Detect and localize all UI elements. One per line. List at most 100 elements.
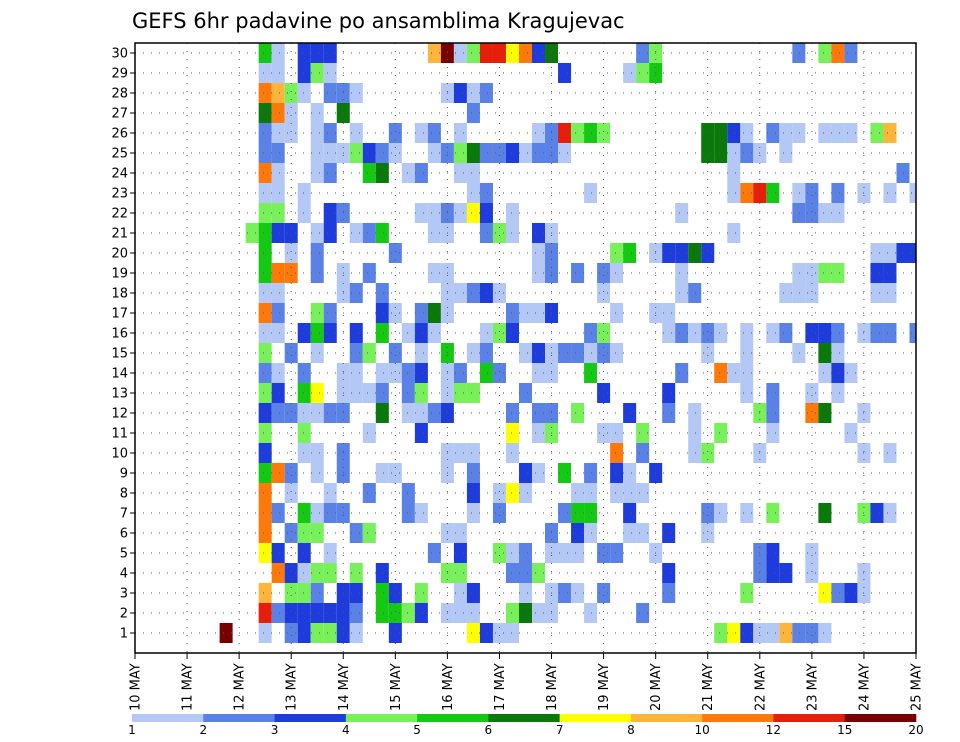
heatmap-cell [271, 363, 285, 383]
heatmap-cell [779, 623, 793, 643]
heatmap-cell [558, 463, 572, 483]
heatmap-cell [414, 203, 428, 223]
heatmap-cell [297, 63, 311, 83]
heatmap-cell [310, 303, 324, 323]
heatmap-cell [349, 283, 363, 303]
heatmap-cell [388, 603, 402, 623]
heatmap-cell [532, 243, 546, 263]
colorbar: 1 2 3 4 5 6 7 8 10 12 15 20 [128, 714, 924, 737]
heatmap-cell [258, 543, 272, 563]
heatmap-cell [323, 543, 337, 563]
heatmap-cell [701, 503, 715, 523]
heatmap-cell [740, 183, 754, 203]
heatmap-cell [271, 203, 285, 223]
y-tick-label: 1 [120, 627, 128, 642]
heatmap-cell [284, 343, 298, 363]
heatmap-cell [597, 583, 611, 603]
heatmap-cell [323, 603, 337, 623]
heatmap-cell [310, 523, 324, 543]
heatmap-cell [571, 543, 585, 563]
heatmap-cell [427, 143, 441, 163]
heatmap-cell [427, 263, 441, 283]
heatmap-cell [766, 123, 780, 143]
heatmap-cell [844, 363, 858, 383]
heatmap-cell [271, 83, 285, 103]
heatmap-cell [675, 263, 689, 283]
heatmap-cell [323, 163, 337, 183]
heatmap-cell [414, 383, 428, 403]
x-tick-label: 22 MAY [753, 663, 768, 711]
heatmap-cell [518, 43, 533, 63]
heatmap-cell [414, 603, 428, 623]
heatmap-cell [727, 223, 741, 243]
heatmap-cell [636, 443, 650, 463]
heatmap-cell [505, 223, 519, 243]
heatmap-cell [662, 403, 676, 423]
heatmap-cell [779, 143, 793, 163]
heatmap-cell [518, 583, 533, 603]
heatmap-cell [479, 223, 493, 243]
heatmap-cell [258, 103, 272, 123]
heatmap-cell [362, 343, 376, 363]
heatmap-cell [271, 563, 285, 583]
heatmap-cell [623, 483, 637, 503]
heatmap-cell [558, 63, 572, 83]
heatmap-cell [271, 183, 285, 203]
heatmap-cell [414, 163, 428, 183]
y-tick-label: 30 [111, 47, 128, 62]
heatmap-cell [505, 323, 519, 343]
heatmap-cell [310, 223, 324, 243]
heatmap-cell [792, 183, 806, 203]
heatmap-cell [505, 563, 519, 583]
heatmap-cell [818, 403, 832, 423]
y-tick-label: 25 [111, 147, 128, 162]
heatmap-cell [727, 623, 741, 643]
heatmap-cell [688, 443, 702, 463]
heatmap-cell [505, 203, 519, 223]
heatmap-cell [284, 463, 298, 483]
heatmap-cell [766, 383, 780, 403]
heatmap-cell [636, 523, 650, 543]
heatmap-cell [453, 563, 467, 583]
heatmap-cell [349, 323, 363, 343]
heatmap-cell [297, 423, 311, 443]
heatmap-cell [362, 423, 376, 443]
heatmap-cell [662, 323, 676, 343]
heatmap-cell [597, 423, 611, 443]
x-tick-label: 24 MAY [857, 663, 872, 711]
heatmap-cell [714, 363, 728, 383]
heatmap-cell [258, 483, 272, 503]
heatmap-cell [466, 463, 480, 483]
heatmap-cell [532, 303, 546, 323]
heatmap-cell [792, 343, 806, 363]
heatmap-cell [896, 163, 910, 183]
heatmap-cell [388, 343, 402, 363]
heatmap-cell [297, 503, 311, 523]
heatmap-cell [662, 243, 676, 263]
heatmap-cell [466, 143, 480, 163]
y-tick-label: 19 [111, 267, 128, 282]
heatmap-cell [610, 463, 624, 483]
heatmap-cell [727, 123, 741, 143]
heatmap-cell [453, 363, 467, 383]
colorbar-label: 1 [128, 723, 136, 737]
heatmap-cell [388, 123, 402, 143]
colorbar-swatch [488, 714, 560, 722]
heatmap-cell [284, 523, 298, 543]
heatmap-cell [323, 123, 337, 143]
heatmap-cell [714, 623, 728, 643]
heatmap-cell [479, 143, 493, 163]
heatmap-cell [805, 283, 819, 303]
x-tick-label: 19 MAY [597, 663, 612, 711]
heatmap-cell [909, 323, 916, 343]
heatmap-cell [323, 223, 337, 243]
heatmap-cell [610, 303, 624, 323]
heatmap-cell [831, 363, 845, 383]
y-tick-label: 21 [111, 227, 128, 242]
heatmap-cell [453, 443, 467, 463]
heatmap-cell [258, 523, 272, 543]
heatmap-cell [271, 263, 285, 283]
heatmap-cell [297, 183, 311, 203]
heatmap-cell [258, 163, 272, 183]
heatmap-cell [766, 543, 780, 563]
